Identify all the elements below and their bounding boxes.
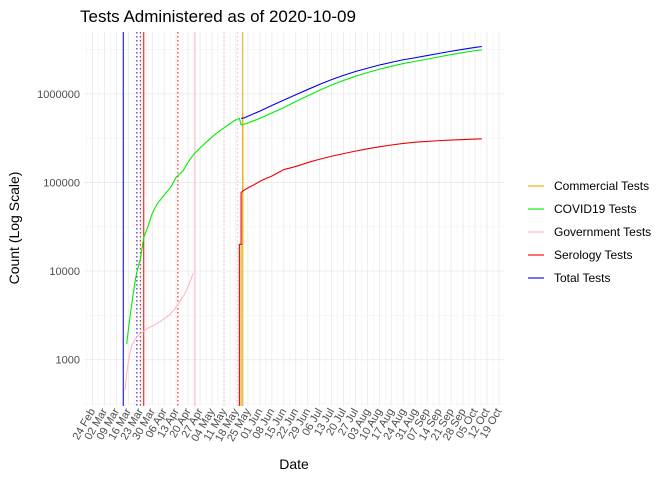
series-line-covid19-tests — [126, 49, 482, 345]
gridlines — [84, 32, 504, 406]
x-axis-title: Date — [279, 456, 309, 472]
y-tick-label: 1000 — [56, 355, 80, 367]
y-tick-label: 10000 — [49, 266, 80, 278]
legend-label: Commercial Tests — [554, 179, 649, 193]
legend-label: Serology Tests — [554, 248, 633, 262]
y-tick-label: 100000 — [43, 178, 80, 190]
series-line-government-tests — [124, 272, 194, 391]
y-axis-ticks: 1000 10000 100000 1000000 — [37, 89, 80, 367]
series-line-serology-tests — [238, 138, 482, 406]
plot-panel — [84, 32, 504, 406]
series-lines — [124, 45, 482, 406]
legend-label: Total Tests — [554, 271, 610, 285]
legend-label: Government Tests — [554, 225, 651, 239]
y-axis-title: Count (Log Scale) — [6, 172, 22, 285]
legend: Commercial Tests COVID19 Tests Government … — [528, 179, 651, 285]
series-line-total-tests — [241, 45, 482, 119]
y-tick-label: 1000000 — [37, 89, 80, 101]
chart-title: Tests Administered as of 2020-10-09 — [80, 7, 356, 26]
legend-label: COVID19 Tests — [554, 202, 636, 216]
